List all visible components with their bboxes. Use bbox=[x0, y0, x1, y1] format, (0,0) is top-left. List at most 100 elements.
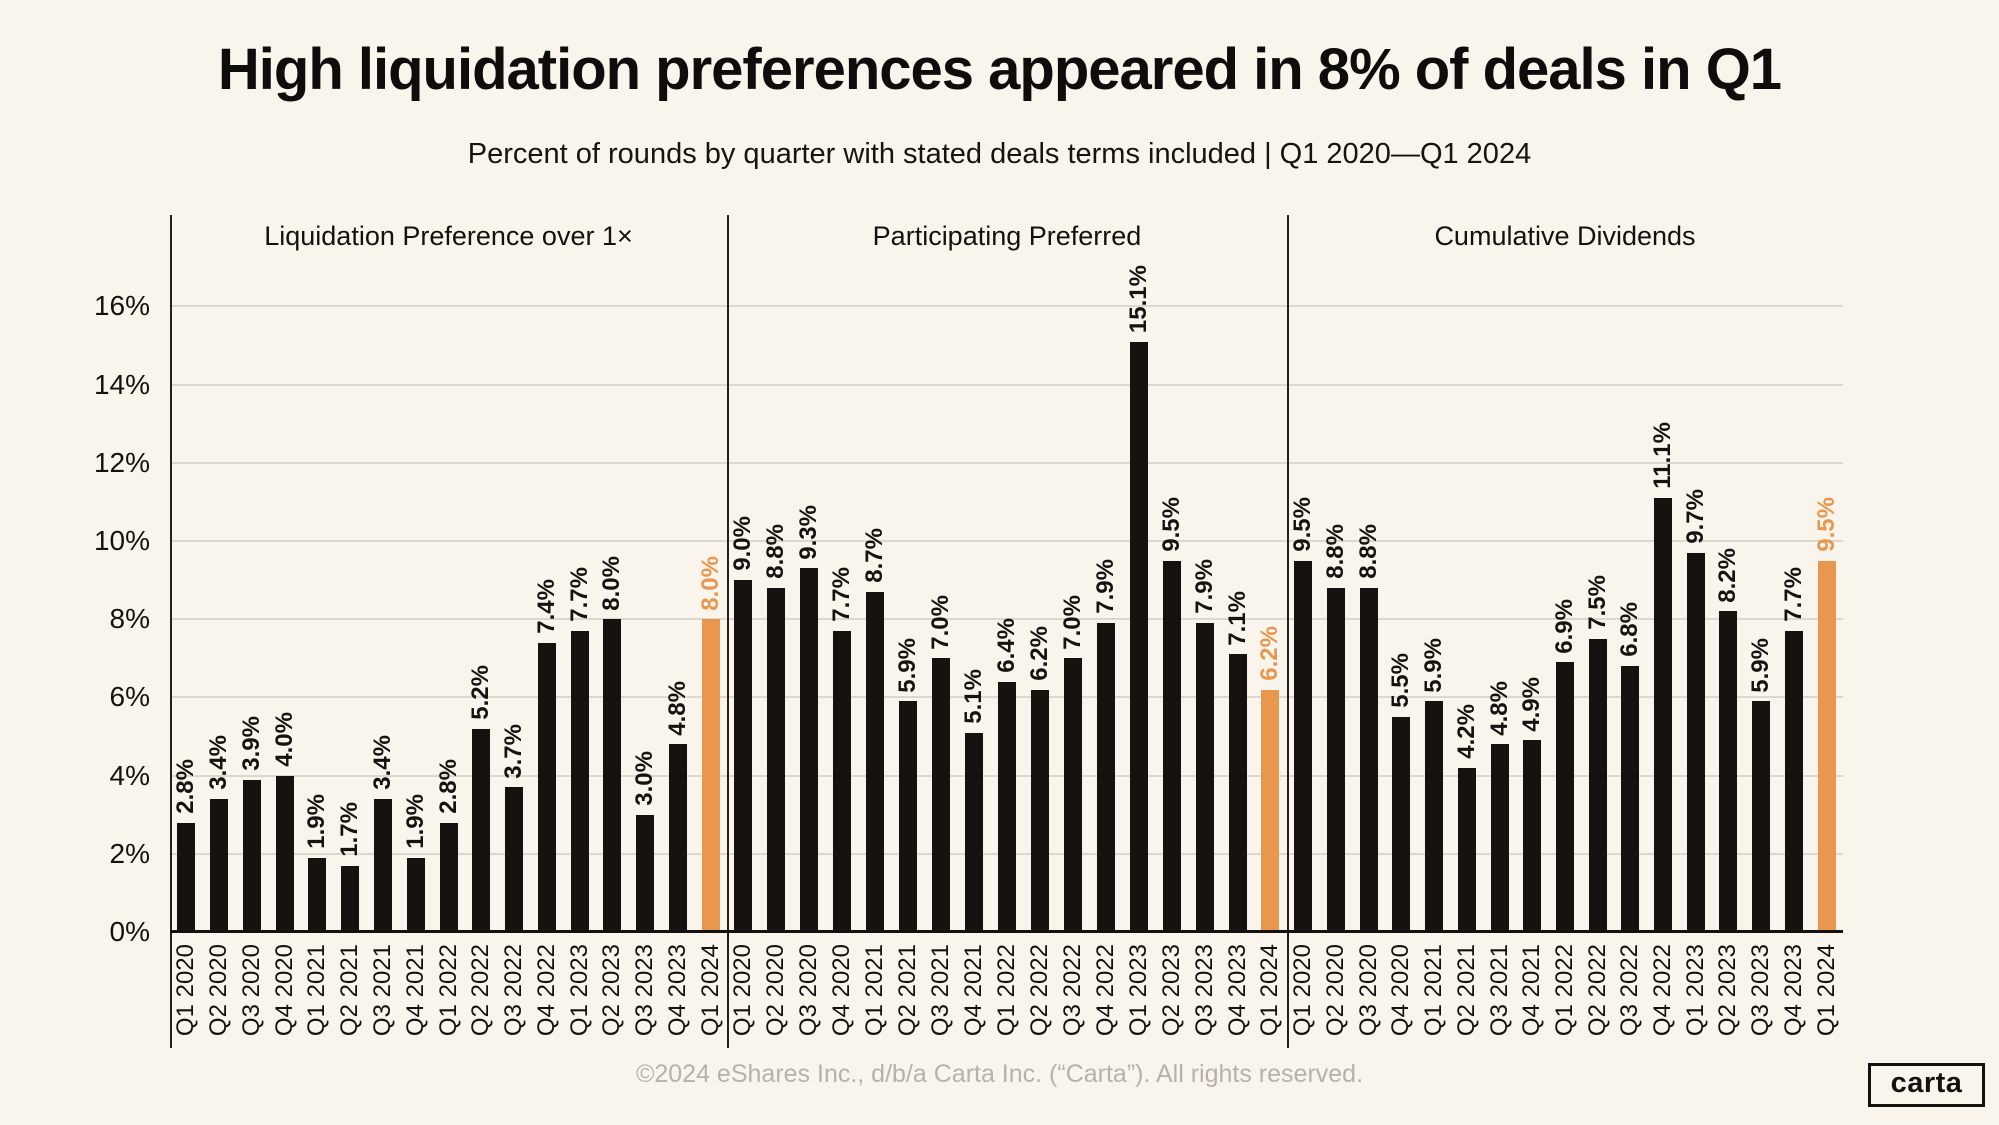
bar-slot: 6.2% Q1 2024 bbox=[1254, 215, 1287, 1036]
x-axis-label: Q4 2020 bbox=[270, 944, 298, 1037]
bar-slot: 4.8% Q3 2021 bbox=[1483, 215, 1516, 1036]
bar-value-label: 8.7% bbox=[861, 528, 889, 583]
x-axis-label: Q2 2020 bbox=[762, 944, 790, 1037]
x-axis-label: Q1 2024 bbox=[1812, 944, 1840, 1037]
bar-q32023 bbox=[1195, 623, 1214, 932]
bar-slot: 7.9% Q4 2022 bbox=[1089, 215, 1122, 1036]
x-axis-label: Q4 2021 bbox=[960, 944, 988, 1037]
bar-slot: 4.0% Q4 2020 bbox=[268, 215, 301, 1036]
bar-slot: 3.4% Q3 2021 bbox=[367, 215, 400, 1036]
bar-q12020 bbox=[734, 580, 753, 932]
bar-slot: 8.8% Q2 2020 bbox=[1320, 215, 1353, 1036]
bar-q12022 bbox=[1555, 662, 1574, 932]
x-axis-label: Q4 2023 bbox=[1779, 944, 1807, 1037]
bar-value-label: 7.7% bbox=[1779, 567, 1807, 622]
bar-q42023 bbox=[1228, 654, 1247, 932]
x-axis-label: Q2 2021 bbox=[336, 944, 364, 1037]
bar-q32022 bbox=[1621, 666, 1640, 932]
bar-slot: 11.1% Q4 2022 bbox=[1647, 215, 1680, 1036]
bar-q32020 bbox=[1359, 587, 1378, 932]
x-axis-label: Q3 2022 bbox=[1616, 944, 1644, 1037]
bar-q12020 bbox=[1294, 560, 1313, 932]
bar-q32023 bbox=[636, 814, 655, 932]
bar-value-label: 3.0% bbox=[631, 751, 659, 806]
bar-value-label: 4.8% bbox=[663, 680, 691, 736]
bar-slot: 7.5% Q2 2022 bbox=[1581, 215, 1614, 1036]
bar-slot: 2.8% Q1 2020 bbox=[170, 215, 203, 1036]
bar-q42021 bbox=[1523, 740, 1542, 932]
panel-3: Cumulative Dividends 9.5% Q1 2020 8.8% Q2 20… bbox=[1287, 215, 1843, 1037]
bar-slot: 8.0% Q1 2024 bbox=[694, 215, 727, 1037]
bar-slot: 5.2% Q2 2022 bbox=[465, 215, 498, 1036]
bar-q12022 bbox=[997, 681, 1016, 932]
bar-value-label: 6.2% bbox=[1025, 625, 1053, 681]
bar-value-label: 8.0% bbox=[598, 555, 626, 611]
bar-slot: 7.0% Q3 2021 bbox=[925, 215, 958, 1036]
bar-slot: 5.9% Q2 2021 bbox=[892, 215, 925, 1036]
bar-value-label: 3.9% bbox=[237, 715, 265, 771]
bar-slot: 3.0% Q3 2023 bbox=[629, 215, 662, 1036]
copyright-text: ©2024 eShares Inc., d/b/a Carta Inc. (“C… bbox=[635, 1060, 1364, 1088]
bar-slot: 4.8% Q4 2023 bbox=[661, 215, 694, 1036]
bar-value-label: 9.5% bbox=[1812, 496, 1840, 552]
bar-q42020 bbox=[833, 630, 852, 932]
bar-value-label: 11.1% bbox=[1649, 422, 1677, 489]
bar-q12023 bbox=[1129, 341, 1148, 932]
x-axis-label: Q1 2022 bbox=[434, 944, 462, 1037]
bars-row: 9.5% Q1 2020 8.8% Q2 2020 8.8% Q3 2020 5.5% Q4 … bbox=[1287, 215, 1843, 1037]
bar-value-label: 15.1% bbox=[1124, 264, 1152, 333]
bar-value-label: 3.7% bbox=[500, 723, 528, 779]
panel-title: Cumulative Dividends bbox=[1434, 221, 1696, 251]
x-axis-label: Q1 2021 bbox=[861, 944, 889, 1037]
bars-row: 9.0% Q1 2020 8.8% Q2 2020 9.3% Q3 2020 7.7% Q4 … bbox=[727, 215, 1287, 1037]
bar-slot: 6.9% Q1 2022 bbox=[1549, 215, 1582, 1037]
x-axis-line bbox=[170, 930, 1843, 933]
bar-q42020 bbox=[1392, 716, 1411, 932]
bar-value-label: 8.8% bbox=[1322, 524, 1350, 579]
bar-q22021 bbox=[1457, 767, 1476, 932]
bar-slot: 9.3% Q3 2020 bbox=[793, 215, 826, 1036]
x-axis-label: Q4 2022 bbox=[1091, 944, 1119, 1037]
x-axis-label: Q2 2020 bbox=[1322, 944, 1350, 1037]
x-axis-label: Q1 2021 bbox=[303, 944, 331, 1037]
x-axis-label: Q2 2022 bbox=[467, 944, 495, 1037]
y-tick-label: 4% bbox=[109, 759, 150, 791]
bar-q32023 bbox=[1752, 701, 1771, 932]
bar-value-label: 4.8% bbox=[1485, 680, 1513, 736]
bar-slot: 7.7% Q4 2020 bbox=[826, 215, 859, 1036]
bar-value-label: 8.2% bbox=[1714, 547, 1742, 603]
gridline bbox=[170, 540, 1843, 542]
x-axis-label: Q2 2023 bbox=[1157, 944, 1185, 1037]
y-tick-label: 10% bbox=[93, 525, 150, 556]
bar-value-label: 2.8% bbox=[172, 758, 200, 814]
bar-value-label: 8.8% bbox=[762, 524, 790, 579]
x-axis-label: Q4 2022 bbox=[532, 944, 560, 1037]
bar-q42022 bbox=[537, 642, 556, 932]
x-axis-label: Q3 2020 bbox=[1354, 944, 1382, 1037]
bar-q42023 bbox=[668, 744, 687, 932]
x-axis-label: Q1 2022 bbox=[992, 944, 1020, 1037]
bar-slot: 3.9% Q3 2020 bbox=[236, 215, 269, 1036]
bar-slot: 1.9% Q1 2021 bbox=[301, 215, 334, 1036]
bar-slot: 8.7% Q1 2021 bbox=[859, 215, 892, 1036]
bar-value-label: 7.5% bbox=[1583, 575, 1611, 630]
bar-q12021 bbox=[866, 591, 885, 932]
x-axis-label: Q4 2021 bbox=[1518, 944, 1546, 1037]
bar-value-label: 6.9% bbox=[1550, 598, 1578, 654]
bar-q42023 bbox=[1784, 630, 1803, 932]
bar-q12022 bbox=[439, 822, 458, 932]
bar-slot: 3.7% Q3 2022 bbox=[498, 215, 531, 1036]
bar-value-label: 5.9% bbox=[1747, 637, 1775, 693]
bar-q32020 bbox=[800, 568, 819, 932]
bar-q12024 bbox=[1261, 689, 1280, 932]
x-axis-label: Q2 2022 bbox=[1583, 944, 1611, 1037]
bar-slot: 15.1% Q1 2023 bbox=[1122, 215, 1155, 1037]
x-axis-label: Q3 2023 bbox=[1190, 944, 1218, 1037]
panel-title: Participating Preferred bbox=[872, 221, 1142, 251]
bar-slot: 1.9% Q4 2021 bbox=[399, 215, 432, 1036]
x-axis-label: Q2 2021 bbox=[894, 944, 922, 1037]
bar-q12023 bbox=[1686, 552, 1705, 932]
x-axis-label: Q2 2023 bbox=[598, 944, 626, 1037]
bar-slot: 8.0% Q2 2023 bbox=[596, 215, 629, 1037]
plot-area: Liquidation Preference over 1× 2.8% Q1 202… bbox=[170, 215, 1843, 1037]
